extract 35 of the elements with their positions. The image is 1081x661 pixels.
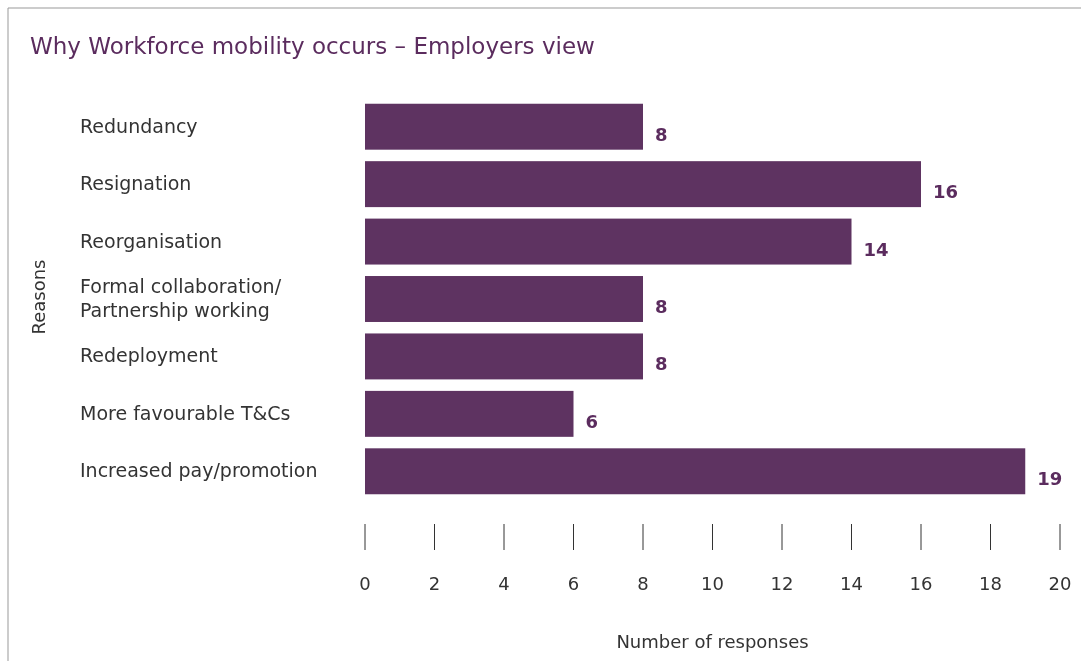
x-tick-label: 2 (428, 573, 441, 594)
bar (365, 218, 852, 265)
x-tick-label: 20 (1048, 573, 1072, 594)
bar (365, 276, 643, 322)
x-tick-label: 12 (770, 573, 794, 594)
y-tick-label: Redundancy (80, 114, 198, 137)
bar (365, 390, 574, 437)
bar (365, 333, 643, 380)
x-tick-label: 8 (637, 573, 649, 594)
data-label: 8 (655, 123, 668, 145)
data-label: 8 (655, 296, 668, 317)
y-tick-label: Increased pay/promotion (80, 459, 318, 482)
y-tick-label: Redeployment (80, 344, 218, 367)
data-label: 6 (585, 410, 599, 432)
y-axis-title: Reasons (28, 259, 49, 335)
bar (365, 448, 1026, 495)
bar (365, 103, 643, 150)
x-tick-label: 0 (359, 573, 371, 594)
y-tick-label: Formal collaboration/ Partnership working (80, 275, 282, 321)
y-tick-label: More favourable T&Cs (80, 401, 291, 424)
x-tick-label: 4 (498, 573, 510, 594)
x-tick-label: 18 (979, 573, 1002, 594)
chart-title: Why Workforce mobility occurs – Employers view (30, 33, 595, 59)
x-tick-label: 10 (701, 573, 724, 594)
data-label: 16 (933, 181, 959, 203)
data-label: 8 (655, 353, 668, 375)
x-axis-title: Number of responses (616, 631, 809, 652)
y-tick-label: Reorganisation (80, 229, 223, 252)
data-label: 19 (1037, 468, 1063, 490)
bar (365, 161, 921, 208)
x-tick-label: 6 (567, 573, 580, 594)
x-tick-label: 14 (840, 573, 863, 594)
x-tick-label: 16 (909, 573, 933, 594)
data-label: 14 (863, 238, 889, 260)
y-tick-label: Resignation (80, 172, 192, 195)
